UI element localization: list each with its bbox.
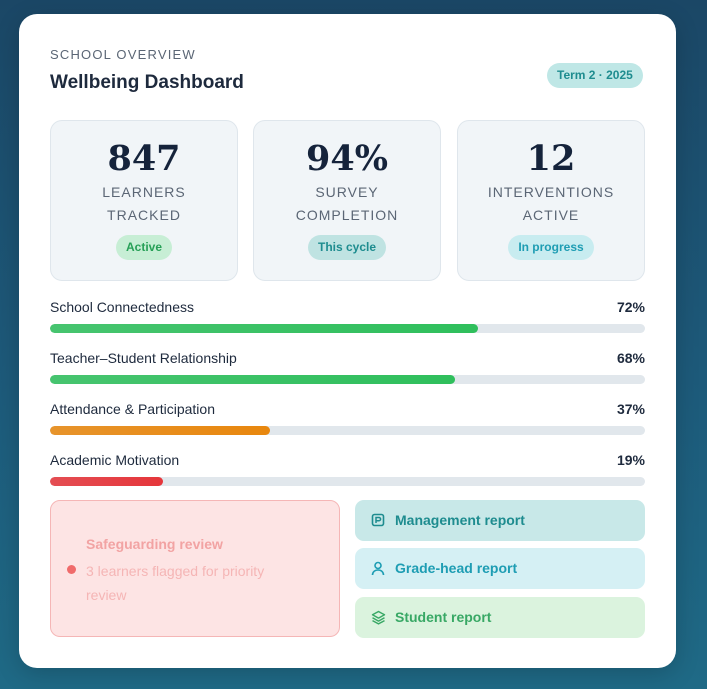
status-badge: In progress xyxy=(508,235,594,260)
user-icon xyxy=(371,561,385,576)
stat-label: INTERVENTIONS ACTIVE xyxy=(487,184,615,223)
metric-name: Teacher–Student Relationship xyxy=(50,350,237,366)
alert-text: 3 learners flagged for priority review xyxy=(86,563,265,603)
stat-value: 12 xyxy=(526,138,576,179)
stat-card-survey: 94% SURVEY COMPLETION This cycle xyxy=(253,120,441,281)
page-title: Wellbeing Dashboard xyxy=(50,72,244,93)
alert-dot-icon xyxy=(67,565,76,574)
stat-value: 847 xyxy=(107,138,181,179)
metric-connectedness: School Connectedness 72% xyxy=(50,299,645,339)
stat-card-interventions: 12 INTERVENTIONS ACTIVE In progress xyxy=(457,120,645,281)
stat-card-learners: 847 LEARNERS TRACKED Active xyxy=(50,120,238,281)
dashboard-card: SCHOOL OVERVIEW Wellbeing Dashboard Term… xyxy=(19,14,676,668)
progress-fill xyxy=(50,426,271,435)
progress-fill xyxy=(50,375,455,384)
grade-head-report-label: Grade-head report xyxy=(395,560,518,576)
progress-track xyxy=(50,324,645,333)
metric-name: School Connectedness xyxy=(50,299,194,315)
layers-icon xyxy=(371,610,386,625)
progress-track xyxy=(50,375,645,384)
progress-fill xyxy=(50,324,479,333)
metric-name: Academic Motivation xyxy=(50,452,180,468)
status-badge: This cycle xyxy=(307,235,387,260)
metric-value: 72% xyxy=(616,299,645,315)
metric-value: 19% xyxy=(616,452,645,468)
progress-track xyxy=(50,426,645,435)
management-report-label: Management report xyxy=(395,512,525,528)
student-report-label: Student report xyxy=(395,609,492,625)
metric-value: 37% xyxy=(616,401,645,417)
section-eyebrow: SCHOOL OVERVIEW xyxy=(50,47,196,62)
stat-label: SURVEY COMPLETION xyxy=(295,184,399,223)
progress-fill xyxy=(50,477,164,486)
term-badge: Term 2 · 2025 xyxy=(547,63,643,88)
stat-value: 94% xyxy=(306,138,388,179)
metric-motivation: Academic Motivation 19% xyxy=(50,452,645,492)
metric-value: 68% xyxy=(616,350,645,366)
report-doc-icon xyxy=(371,513,385,527)
metric-attendance: Attendance & Participation 37% xyxy=(50,401,645,441)
grade-head-report-button[interactable]: Grade-head report xyxy=(355,548,645,589)
management-report-button[interactable]: Management report xyxy=(355,500,645,541)
metric-relationship: Teacher–Student Relationship 68% xyxy=(50,350,645,390)
progress-track xyxy=(50,477,645,486)
student-report-button[interactable]: Student report xyxy=(355,597,645,638)
alert-title: Safeguarding review xyxy=(86,536,223,552)
stat-label: LEARNERS TRACKED xyxy=(102,184,186,223)
safeguarding-alert: Safeguarding review 3 learners flagged f… xyxy=(50,500,340,637)
status-badge: Active xyxy=(115,235,173,260)
metric-name: Attendance & Participation xyxy=(50,401,215,417)
